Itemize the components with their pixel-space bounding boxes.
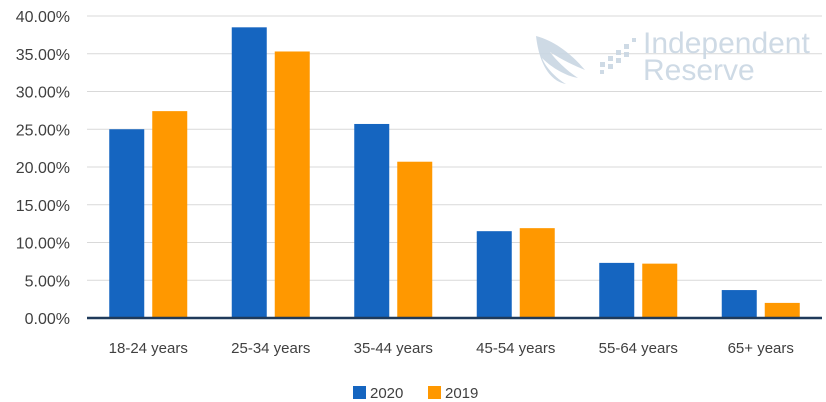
x-category-label: 65+ years [728,340,794,357]
watermark-line2: Reserve [643,54,755,87]
bar-2019-35-44-years [397,161,433,318]
legend-label-2019: 2019 [445,385,478,402]
y-tick-label: 35.00% [16,47,70,64]
bar-2020-35-44-years [354,123,390,318]
legend-swatch-2019 [428,386,441,399]
bar-2020-65-years [721,290,757,318]
bar-2019-55-64-years [642,263,678,318]
x-category-label: 18-24 years [109,340,188,357]
bar-2020-55-64-years [599,262,635,318]
y-tick-label: 25.00% [16,122,70,139]
watermark-line1: Independent [643,27,810,60]
y-tick-label: 15.00% [16,198,70,215]
legend-label-2020: 2020 [370,385,403,402]
bar-2020-18-24-years [109,129,145,318]
x-category-label: 35-44 years [354,340,433,357]
watermark-logo: Independent Reserve [536,27,810,87]
bar-2019-45-54-years [519,228,555,318]
bar-2019-25-34-years [274,51,310,319]
x-category-label: 25-34 years [231,340,310,357]
x-category-label: 55-64 years [599,340,678,357]
x-axis-category-labels: 18-24 years 25-34 years 35-44 years 45-54 y… [109,340,794,357]
y-tick-label: 20.00% [16,160,70,177]
gridlines [87,15,822,281]
x-category-label: 45-54 years [476,340,555,357]
y-tick-label: 10.00% [16,236,70,253]
legend-swatch-2020 [353,386,366,399]
bar-2020-25-34-years [231,27,267,318]
bar-2020-45-54-years [476,231,512,318]
bar-2019-65-years [764,302,800,318]
y-tick-label: 0.00% [25,311,70,328]
y-axis-tick-labels: 0.00% 5.00% 10.00% 15.00% 20.00% 25.00% 30.00%… [16,9,70,328]
y-tick-label: 30.00% [16,85,70,102]
y-tick-label: 5.00% [25,273,70,290]
bar-2019-18-24-years [152,111,188,318]
legend: 2020 2019 [353,385,478,402]
bars [109,27,800,319]
wing-icon [536,36,636,84]
y-tick-label: 40.00% [16,9,70,26]
